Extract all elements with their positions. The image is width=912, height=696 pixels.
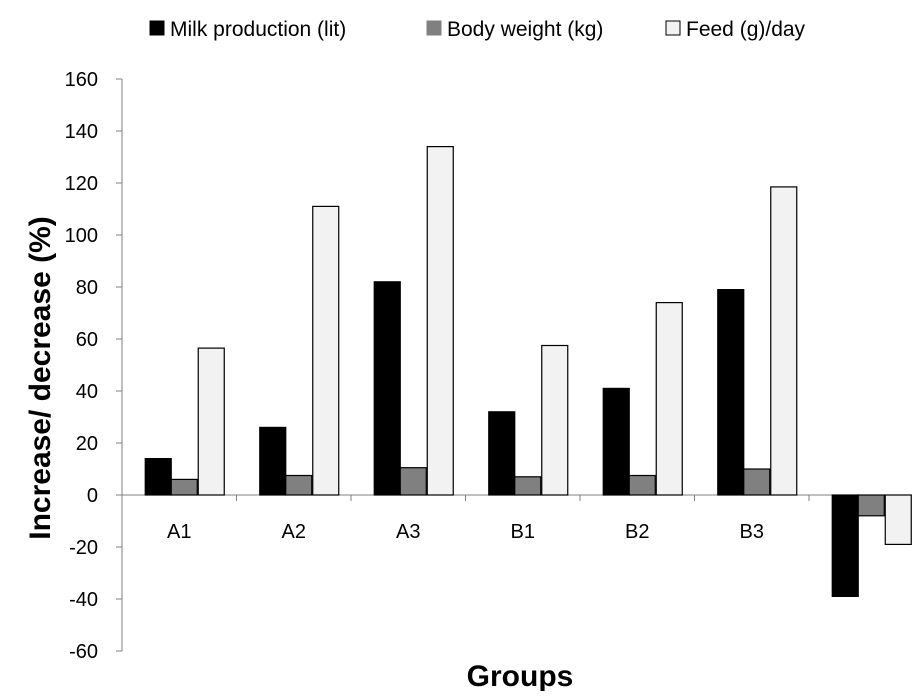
bar	[399, 467, 427, 496]
bar	[312, 205, 340, 496]
bar	[170, 478, 198, 496]
y-tick-label: 60	[76, 329, 98, 351]
y-tick-label: -60	[69, 641, 98, 663]
bar	[831, 494, 859, 598]
bar	[426, 146, 454, 496]
y-tick-label: 0	[87, 485, 98, 507]
y-tick-label: 80	[76, 277, 98, 299]
bar	[285, 474, 313, 496]
y-tick-label: 20	[76, 433, 98, 455]
x-tick-label: B1	[511, 521, 535, 543]
y-tick-label: -40	[69, 589, 98, 611]
x-axis: A1A2A3B1B2B3F	[121, 494, 912, 543]
bars-group	[144, 146, 912, 598]
bar	[144, 458, 172, 496]
legend-swatch	[665, 20, 681, 36]
bar	[743, 468, 771, 496]
legend-label: Body weight (kg)	[447, 18, 603, 41]
legend: Milk production (lit) Body weight (kg) Fee…	[149, 18, 806, 41]
x-tick-label: A2	[282, 521, 306, 543]
bar	[514, 476, 542, 496]
y-axis: -60 -40 -20 0 20 40 60 80 100 120 140 160	[65, 69, 123, 663]
y-tick-label: 120	[65, 173, 98, 195]
bar	[857, 494, 885, 517]
bar	[197, 347, 225, 496]
x-tick-label: B3	[740, 521, 764, 543]
y-axis-title: Increase/ decrease (%)	[24, 216, 57, 540]
bar	[259, 426, 287, 496]
bar	[717, 289, 745, 496]
bar	[488, 411, 516, 496]
y-tick-label: 40	[76, 381, 98, 403]
bar	[770, 186, 798, 496]
bar	[373, 281, 401, 496]
legend-swatch	[426, 20, 442, 36]
bar	[541, 344, 569, 496]
x-axis-title: Groups	[467, 660, 574, 691]
legend-swatch	[149, 20, 165, 36]
x-tick-label: A1	[167, 521, 191, 543]
x-tick-label: A3	[396, 521, 420, 543]
legend-label: Feed (g)/day	[686, 18, 806, 41]
legend-label: Milk production (lit)	[170, 18, 346, 41]
y-tick-label: 140	[65, 121, 98, 143]
x-tick-label: B2	[625, 521, 649, 543]
y-tick-label: -20	[69, 537, 98, 559]
y-tick-label: 160	[65, 69, 98, 91]
y-tick-label: 100	[65, 225, 98, 247]
bar	[628, 474, 656, 496]
bar	[602, 387, 630, 496]
bar	[884, 494, 912, 546]
bar	[655, 302, 683, 496]
